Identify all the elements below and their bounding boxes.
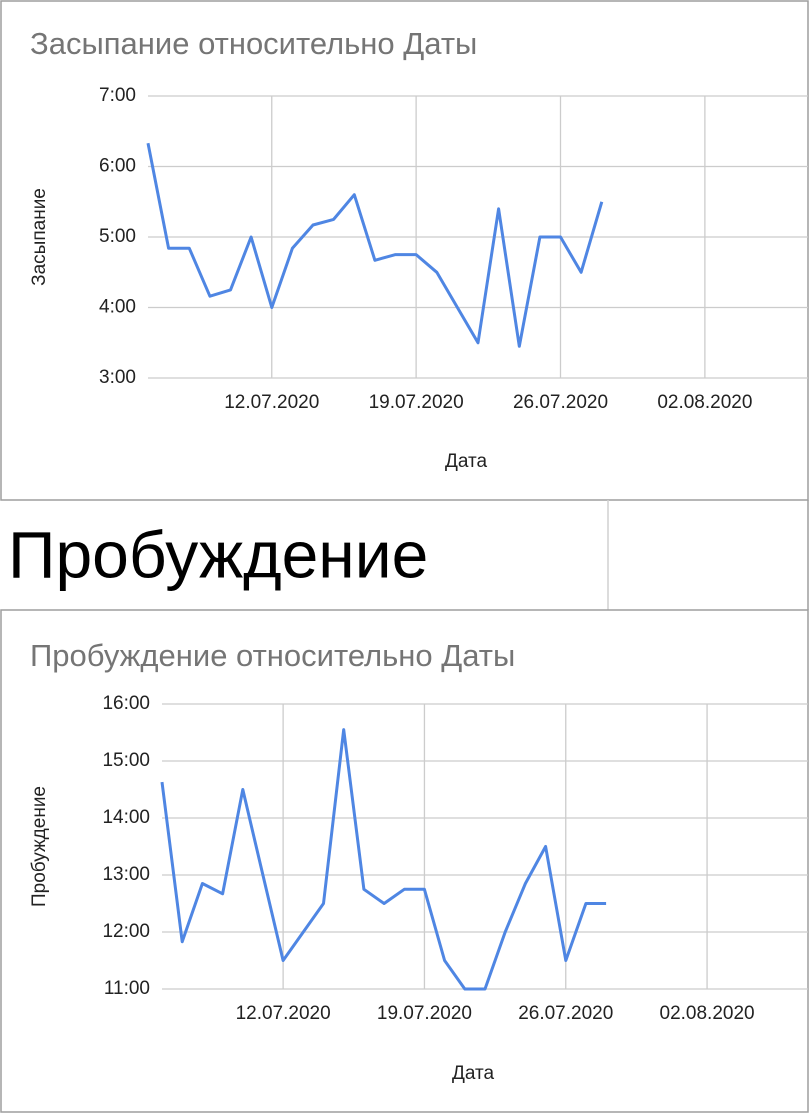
y-tick-label: 7:00 [99,85,136,106]
x-axis-label: Дата [445,451,488,472]
y-tick-label: 14:00 [102,807,150,828]
chart-title: Засыпание относительно Даты [30,26,477,61]
x-tick-label: 02.08.2020 [657,392,752,413]
chart-title: Пробуждение относительно Даты [30,638,515,673]
x-tick-label: 12.07.2020 [224,392,319,413]
heading: Пробуждение [8,517,428,591]
y-axis-label: Засыпание [29,188,50,286]
line-series [160,728,607,991]
x-tick-label: 19.07.2020 [369,392,464,413]
line-series [146,142,604,348]
chart-frame [0,609,809,1113]
y-tick-label: 12:00 [102,921,150,942]
x-tick-label: 02.08.2020 [660,1003,755,1024]
y-tick-label: 4:00 [99,297,136,318]
y-tick-label: 15:00 [102,750,150,771]
y-tick-label: 5:00 [99,226,136,247]
y-axis-label: Пробуждение [29,786,50,907]
y-tick-label: 6:00 [99,156,136,177]
x-tick-label: 12.07.2020 [236,1003,331,1024]
x-axis-label: Дата [452,1063,495,1084]
x-tick-label: 19.07.2020 [377,1003,472,1024]
x-tick-label: 26.07.2020 [513,392,608,413]
y-tick-label: 11:00 [104,978,150,999]
y-tick-label: 3:00 [99,367,136,388]
x-tick-label: 26.07.2020 [518,1003,613,1024]
y-tick-label: 16:00 [102,693,150,714]
chart-frame [0,0,809,501]
y-tick-label: 13:00 [102,864,150,885]
